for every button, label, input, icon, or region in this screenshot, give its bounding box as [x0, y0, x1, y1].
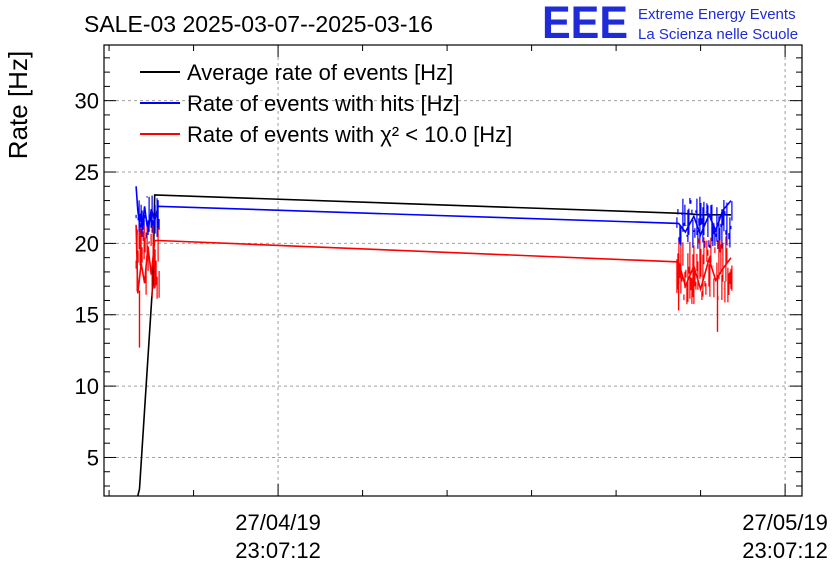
series-2-line: [135, 186, 732, 237]
series-3: [135, 224, 733, 348]
y-axis-title: Rate [Hz]: [3, 51, 33, 159]
series-3-noise-band: [676, 236, 733, 305]
eee-logo: EEE Extreme Energy Events La Scienza nel…: [542, 0, 798, 48]
series-3-line: [135, 224, 732, 294]
legend-entry: Rate of events with hits [Hz]: [140, 91, 460, 116]
logo-mark: EEE: [542, 0, 628, 48]
series-1-line: [137, 194, 731, 497]
y-tick-label: 25: [75, 160, 99, 185]
y-tick-label: 15: [75, 303, 99, 328]
series-2: [135, 186, 733, 249]
chart-title: SALE-03 2025-03-07--2025-03-16: [84, 11, 433, 37]
x-tick-label-time: 23:07:12: [742, 538, 828, 563]
logo-line-2: La Scienza nelle Scuole: [638, 26, 798, 43]
plot-series: [135, 186, 733, 497]
legend-entry: Rate of events with χ² < 10.0 [Hz]: [140, 122, 512, 147]
series-1: [137, 194, 731, 497]
legend: Average rate of events [Hz] Rate of event…: [140, 60, 512, 147]
x-tick-label-time: 23:07:12: [235, 538, 321, 563]
y-tick-label: 10: [75, 374, 99, 399]
x-tick-label-date: 27/05/19: [742, 510, 828, 535]
y-tick-label: 20: [75, 231, 99, 256]
legend-label: Rate of events with hits [Hz]: [187, 91, 460, 116]
axes: 5 10 15 20 25 30 27/04/19 23:07:12 27/05/19 23:07…: [75, 44, 828, 563]
plot-frame: [103, 44, 803, 497]
legend-entry: Average rate of events [Hz]: [140, 60, 453, 85]
legend-label: Average rate of events [Hz]: [187, 60, 453, 85]
series-3-noise-band: [135, 225, 160, 299]
y-tick-label: 30: [75, 89, 99, 114]
y-tick-label: 5: [87, 445, 99, 470]
logo-line-1: Extreme Energy Events: [638, 6, 796, 23]
x-tick-label-date: 27/04/19: [235, 510, 321, 535]
legend-label: Rate of events with χ² < 10.0 [Hz]: [187, 122, 512, 147]
